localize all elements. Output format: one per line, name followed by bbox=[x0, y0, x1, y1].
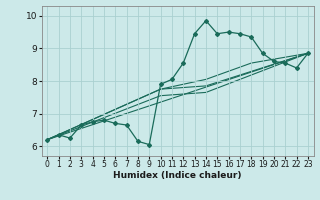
X-axis label: Humidex (Indice chaleur): Humidex (Indice chaleur) bbox=[113, 171, 242, 180]
